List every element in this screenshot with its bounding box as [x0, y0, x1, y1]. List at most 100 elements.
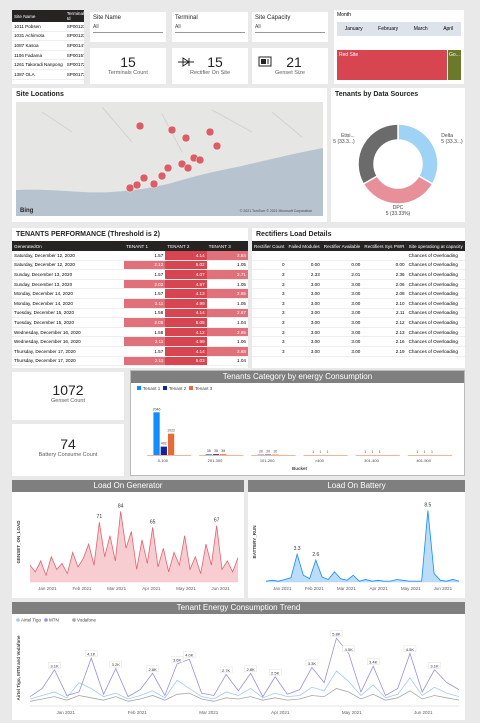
column-header: TENANT 1 [123, 241, 166, 251]
month-panel: Month January February March April Red S… [334, 10, 464, 84]
table-cell: 3.00 [286, 327, 322, 338]
legend-swatch [163, 386, 167, 390]
table-cell: SP001230 [64, 31, 84, 42]
data-label-box [219, 666, 233, 674]
table-cell: 2.67 [206, 308, 248, 319]
map[interactable]: Bing © 2021 TomTom © 2021 Microsoft Corp… [12, 102, 327, 220]
table-cell: Sunday, December 13, 2020 [12, 269, 124, 280]
table-cell: Monday, December 14, 2020 [12, 298, 124, 309]
kpi-card: 15 Rectifier On Site [172, 48, 248, 84]
table-cell: 3.00 [321, 308, 363, 319]
bar-value-label: 1 [327, 450, 329, 454]
table-cell: SP001721 [64, 59, 84, 70]
pie-slice [397, 123, 439, 186]
table-row: Saturday, December 12, 2020 2.12 5.02 1.05 [12, 260, 248, 271]
x-tick-label: Jan 2021 [38, 586, 57, 591]
month-title: Month [337, 12, 351, 18]
kpi-label: Terminals Count [108, 70, 148, 76]
slicer-value[interactable]: All [175, 23, 245, 33]
table-cell: Saturday, December 12, 2020 [12, 260, 124, 271]
table-cell: 5.03 [165, 356, 207, 367]
month[interactable]: January [344, 26, 363, 32]
x-tick-label: Apr 2021 [369, 586, 388, 591]
table-cell: SP001231 [64, 22, 84, 32]
table-cell: 2.11 [123, 356, 166, 367]
pie-slice [362, 174, 434, 205]
table-cell: 2.84 [206, 251, 248, 261]
data-label: 8.5 [424, 502, 431, 508]
table-cell: 1.06 [206, 336, 248, 347]
legend-label: MTN [49, 618, 59, 623]
table-cell [321, 251, 363, 261]
month[interactable]: April [443, 26, 454, 32]
table-cell: 1.05 [206, 260, 248, 271]
table-cell [252, 251, 287, 261]
table-cell: 3 [252, 298, 287, 309]
data-label-box [342, 645, 355, 653]
table-cell: Wednesday, December 16, 2020 [12, 336, 124, 347]
table-cell: 3 [252, 346, 287, 357]
table-cell: 3.00 [286, 336, 322, 347]
table-cell: 3 [252, 327, 287, 338]
month[interactable]: March [413, 26, 428, 32]
table-row: Sunday, December 13, 2020 1.57 4.07 2.71 [12, 269, 248, 280]
table-cell: 4.14 [165, 308, 207, 319]
legend-label: Tenant 1 [143, 386, 161, 391]
bar-value-label: 1 [416, 450, 418, 454]
kpi-value: 15 [207, 54, 223, 70]
table-row: 1087 KasoaSP001471 [12, 40, 84, 51]
x-tick-label: Apr 2021 [142, 586, 161, 591]
table-cell: 1.57 [123, 269, 166, 280]
table-cell: 0.00 [362, 260, 407, 271]
table-cell: 0.00 [286, 260, 322, 271]
slicer-value[interactable]: All [93, 23, 163, 33]
table-cell: Chances of Overloading [406, 288, 465, 299]
table-row: 3 3.00 3.00 2.06 Chances of Overloading [252, 279, 465, 290]
table-cell: 0.00 [321, 260, 363, 271]
data-label: 3.4K [369, 660, 378, 665]
table-cell: 3.00 [286, 288, 322, 299]
column-header: Failed Modules [286, 241, 322, 251]
pie-category-label: Delta [441, 133, 453, 139]
x-tick-label: May 2021 [176, 586, 196, 591]
legend-marker [72, 618, 76, 622]
table-cell: 2.11 [362, 308, 407, 319]
kpi-value: 1072 [52, 382, 84, 398]
area [30, 511, 238, 582]
legend-label: Tenant 3 [195, 386, 213, 391]
x-tick-label: Feb 2021 [72, 586, 92, 591]
table-cell: 3.00 [286, 308, 322, 319]
slicer[interactable]: Terminal All [172, 12, 248, 42]
slicer[interactable]: Site Name All [90, 12, 166, 42]
line [29, 688, 460, 702]
table-cell: 2.12 [123, 260, 166, 271]
bar-value-label: 1 [312, 450, 314, 454]
table-cell: 2.19 [362, 346, 407, 357]
data-label: 3.3K [308, 661, 317, 666]
column-header: TENANT 2 [165, 241, 207, 251]
panel-title: Load On Battery [248, 480, 465, 492]
bar [153, 412, 160, 455]
x-tick-label: Mar 2021 [337, 586, 357, 591]
panel-title: TENANTS PERFORMANCE (Threshold is 2) [16, 231, 160, 238]
table-row: Monday, December 14, 2020 1.57 4.13 2.65 [12, 288, 248, 299]
month[interactable]: February [378, 26, 399, 32]
table-row: 1011 PobsenSP001231 [12, 22, 84, 32]
x-tick-label: Jan 2021 [56, 710, 75, 715]
table-cell: 1031 Achimota [12, 31, 65, 42]
panel-title: Tenant Energy Consumption Trend [12, 602, 465, 614]
x-axis-label: Bucket [292, 466, 308, 471]
slicer-value[interactable]: All [255, 23, 325, 33]
rectifiers-table: Rectifier Count Failed Modules Rectifier A… [252, 241, 465, 357]
legend-marker [44, 618, 48, 622]
x-tick-label: 0-100 [158, 458, 169, 463]
bar [167, 433, 175, 455]
table-cell: Chances of Overloading [406, 269, 465, 280]
bar-value-label: 1 [431, 450, 433, 454]
table-cell: 2.06 [362, 279, 407, 290]
slicer[interactable]: Site Capacity All [252, 12, 328, 42]
kpi-label: Rectifier On Site [189, 70, 231, 76]
table-cell: 1.58 [123, 308, 166, 319]
bar-value-label: 1 [379, 450, 381, 454]
table-cell: 3 [252, 288, 287, 299]
